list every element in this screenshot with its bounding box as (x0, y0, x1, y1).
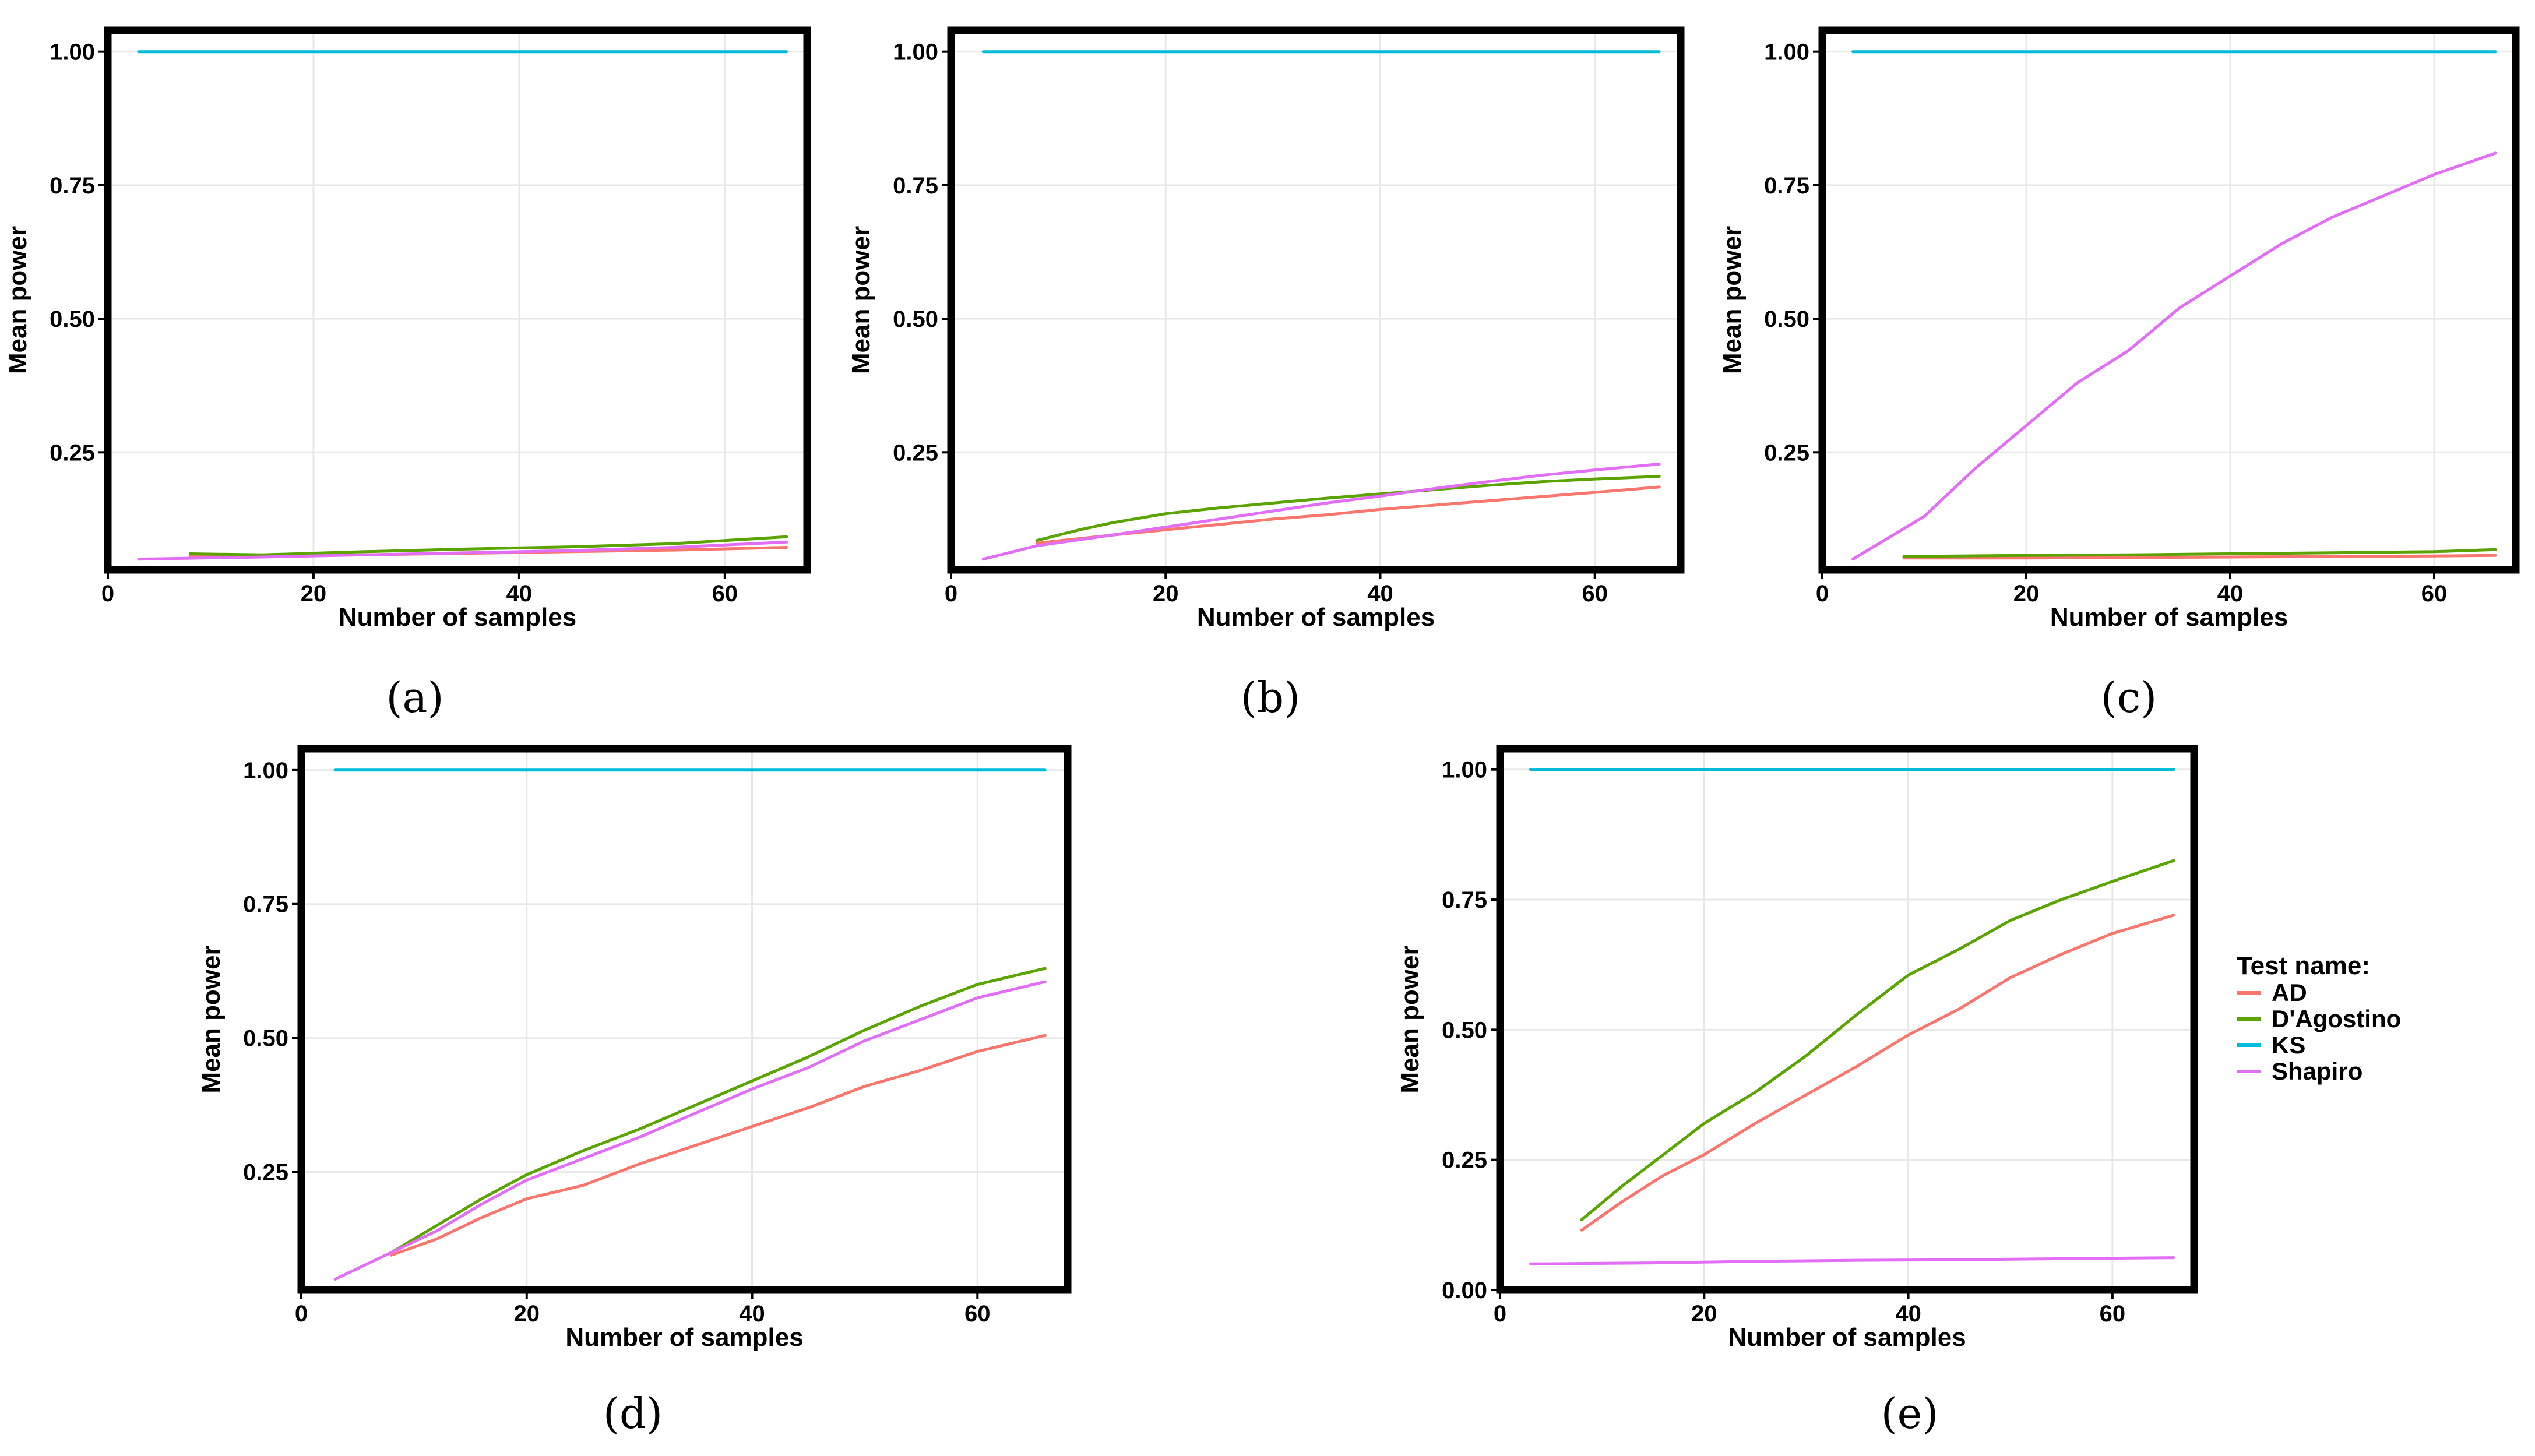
panel-d-series-shapiro (333, 980, 1047, 1281)
panel-d-y-tick-label: 0.75 (243, 892, 288, 918)
panel-d-label: (d) (603, 1389, 663, 1438)
panel-a-y-tick-label: 1.00 (50, 40, 95, 65)
legend-item-ad: AD (2237, 979, 2307, 1006)
panel-e-series-ad (1580, 914, 2175, 1232)
panel-b-y-tick-label: 1.00 (893, 40, 938, 65)
panel-b-x-tick-label: 20 (1153, 581, 1179, 607)
panel-c-series-shapiro (1851, 151, 2497, 561)
legend-label-d-agostino: D'Agostino (2272, 1005, 2401, 1032)
panel-c-y-tick-label: 0.50 (1764, 306, 1809, 332)
panel-c: 0 20 40 60 0.25 0.50 0.75 1.00 Number of samples… (1718, 26, 2520, 722)
panel-c-series-ad (1902, 554, 2497, 560)
panel-c-label: (c) (2101, 673, 2157, 722)
panel-a-series-shapiro (137, 540, 788, 561)
panel-c-x-tick-label: 0 (1816, 581, 1829, 607)
panel-a-y-tick-label: 0.25 (50, 440, 95, 466)
panel-a-series-d-agostino (188, 535, 788, 556)
panel-d: 0 20 40 60 0.25 0.50 0.75 1.00 Number of samples… (197, 745, 1072, 1438)
panel-c-x-tick-label: 60 (2421, 581, 2448, 607)
panel-e-plot-frame (1496, 745, 2198, 1294)
panel-e-x-tick-label: 40 (1895, 1301, 1921, 1327)
panel-a-x-axis-title: Number of samples (339, 603, 576, 632)
panel-d-series-ad (390, 1034, 1047, 1257)
panel-e-x-tick-label: 60 (2100, 1301, 2126, 1327)
panel-c-x-tick-label: 20 (2013, 581, 2040, 607)
panel-b-x-axis-title: Number of samples (1197, 603, 1435, 632)
panel-d-y-tick-label: 0.50 (243, 1026, 288, 1052)
legend-label-ks: KS (2272, 1031, 2305, 1059)
panel-e-y-tick-label: 0.25 (1442, 1148, 1487, 1173)
panel-c-y-tick-label: 0.25 (1764, 440, 1809, 466)
panel-a-y-tick-label: 0.50 (50, 306, 95, 332)
panel-b: 0 20 40 60 0.25 0.50 0.75 1.00 Number of samples… (847, 26, 1685, 722)
panel-b-y-tick-label: 0.50 (893, 306, 938, 332)
panel-a: 0 20 40 60 0.25 0.50 0.75 1.00 Number of samples… (3, 26, 811, 722)
panel-a-x-tick-label: 40 (506, 581, 533, 607)
panel-e-series-d-agostino (1580, 859, 2175, 1221)
panel-d-y-axis-title: Mean power (197, 945, 226, 1093)
panel-b-series-d-agostino (1035, 475, 1661, 542)
panel-b-x-tick-label: 60 (1582, 581, 1608, 607)
panel-d-x-tick-label: 20 (514, 1301, 540, 1327)
panel-e-series-shapiro (1529, 1256, 2175, 1265)
panel-d-x-tick-label: 40 (739, 1301, 765, 1327)
panel-b-plot-frame (947, 26, 1685, 574)
panel-a-x-tick-label: 20 (301, 581, 327, 607)
panel-b-x-tick-label: 0 (945, 581, 957, 607)
panel-d-x-axis-title: Number of samples (565, 1323, 803, 1352)
panel-d-x-tick-label: 0 (295, 1301, 308, 1327)
panel-c-y-tick-label: 1.00 (1764, 40, 1809, 65)
panel-b-x-tick-label: 40 (1367, 581, 1393, 607)
panel-c-x-axis-title: Number of samples (2050, 603, 2288, 632)
panel-b-series-ad (1035, 485, 1661, 545)
legend-label-shapiro: Shapiro (2272, 1057, 2363, 1085)
panel-e-y-tick-label: 0.50 (1442, 1017, 1487, 1043)
panel-e-y-axis-title: Mean power (1396, 945, 1424, 1093)
panel-e-y-tick-label: 0.75 (1442, 887, 1487, 913)
legend-label-ad: AD (2272, 979, 2307, 1006)
panel-b-y-axis-title: Mean power (847, 226, 875, 374)
panel-d-x-tick-label: 60 (964, 1301, 991, 1327)
panel-d-y-tick-label: 0.25 (243, 1160, 288, 1186)
panel-d-y-tick-label: 1.00 (243, 758, 288, 784)
chart-panels: 0 20 40 60 0.25 0.50 0.75 1.00 Number of samples… (3, 26, 2520, 1438)
panel-c-y-axis-title: Mean power (1718, 226, 1747, 374)
panel-b-y-tick-label: 0.25 (893, 440, 938, 466)
panel-a-y-tick-label: 0.75 (50, 173, 95, 199)
panel-e: 0 20 40 60 0.00 0.25 0.50 0.75 1.00 Number of sam… (1396, 745, 2198, 1438)
legend-item-d-agostino: D'Agostino (2237, 1005, 2401, 1032)
panel-c-series-d-agostino (1902, 548, 2497, 558)
legend-item-ks: KS (2237, 1031, 2305, 1059)
panel-a-plot-frame (104, 26, 811, 574)
legend-title: Test name: (2237, 951, 2370, 980)
panel-e-x-axis-title: Number of samples (1728, 1323, 1966, 1352)
panel-c-y-tick-label: 0.75 (1764, 173, 1809, 199)
panel-b-y-tick-label: 0.75 (893, 173, 938, 199)
panel-d-series-d-agostino (390, 967, 1047, 1254)
panel-c-plot-frame (1818, 26, 2520, 574)
panel-e-x-tick-label: 20 (1691, 1301, 1717, 1327)
panel-e-y-tick-label: 0.00 (1442, 1278, 1487, 1303)
panel-b-label: (b) (1241, 673, 1300, 722)
panel-e-y-tick-label: 1.00 (1442, 757, 1487, 783)
panel-a-x-tick-label: 0 (101, 581, 114, 607)
panel-e-label: (e) (1881, 1389, 1939, 1438)
panel-a-y-axis-title: Mean power (3, 226, 32, 374)
panel-d-plot-frame (297, 745, 1072, 1294)
panel-a-label: (a) (386, 673, 443, 722)
legend-item-shapiro: Shapiro (2237, 1057, 2363, 1085)
panel-b-series-shapiro (981, 463, 1661, 561)
panel-e-x-tick-label: 0 (1494, 1301, 1506, 1327)
panel-a-x-tick-label: 60 (712, 581, 738, 607)
panel-c-x-tick-label: 40 (2217, 581, 2244, 607)
